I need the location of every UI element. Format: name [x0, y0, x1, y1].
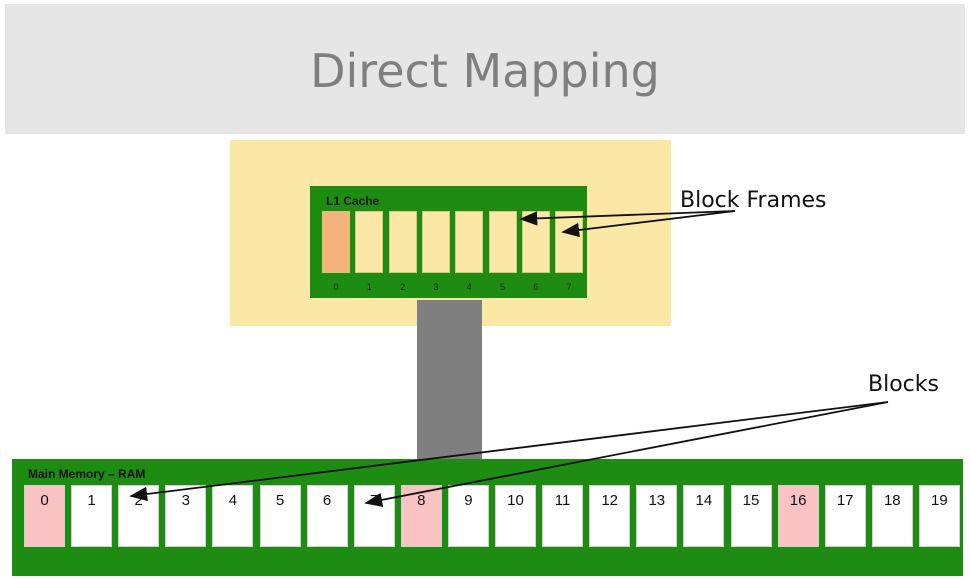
ram-block: 9 — [447, 485, 489, 547]
ram-block-number: 6 — [322, 492, 332, 509]
cache-frame — [455, 211, 484, 273]
cache-frame — [388, 211, 417, 273]
ram-block: 0 — [24, 485, 65, 547]
cache-frame-number: 6 — [533, 282, 539, 292]
cache-frame-number: 1 — [366, 282, 372, 292]
blocks-callout: Blocks — [868, 372, 939, 397]
cache-frame-number: 5 — [499, 282, 505, 292]
ram-block-number: 19 — [931, 492, 948, 509]
cache-label: L1 Cache — [326, 194, 380, 208]
ram-block: 13 — [636, 485, 678, 547]
ram-block: 4 — [212, 485, 254, 547]
ram-block-number: 18 — [883, 492, 901, 509]
arrow-to-frame-7 — [561, 210, 736, 238]
ram-block-number: 0 — [40, 492, 49, 509]
title-band: Direct Mapping — [5, 4, 965, 134]
ram-block-number: 16 — [789, 492, 807, 509]
cache-frame — [555, 211, 584, 273]
arrow-to-block-7 — [364, 401, 889, 507]
memory-bus — [417, 300, 482, 462]
cache-frame — [322, 211, 350, 273]
ram-block-number: 17 — [836, 492, 854, 509]
ram-block: 18 — [871, 485, 913, 547]
cache-frame — [421, 211, 450, 273]
ram-block: 3 — [165, 485, 207, 547]
ram-block: 15 — [730, 485, 772, 547]
block-frames-callout: Block Frames — [680, 188, 827, 213]
ram-block: 11 — [542, 485, 584, 547]
ram-block-number: 14 — [695, 492, 713, 509]
slide-title: Direct Mapping — [310, 44, 660, 98]
ram-block-number: 12 — [601, 492, 619, 509]
arrow-to-frame-6 — [519, 210, 736, 226]
ram-block-number: 11 — [554, 492, 571, 509]
ram-block-number: 9 — [464, 492, 473, 509]
ram-block: 6 — [306, 485, 348, 547]
ram-block-number: 3 — [181, 492, 190, 509]
ram-block: 10 — [495, 485, 536, 547]
main-memory: Main Memory – RAM 0123456789101112131415… — [12, 459, 963, 576]
ram-block-number: 10 — [507, 492, 524, 509]
ram-block-number: 13 — [648, 492, 666, 509]
ram-block: 16 — [777, 485, 819, 547]
cache-frame-number: 3 — [433, 282, 439, 292]
ram-block: 17 — [824, 485, 866, 547]
ram-block-number: 5 — [275, 492, 285, 509]
cache-frame-number: 2 — [400, 282, 406, 292]
ram-block-number: 1 — [87, 492, 96, 509]
ram-block: 7 — [353, 485, 395, 547]
arrow-to-block-2 — [129, 401, 889, 502]
cache-frame — [488, 211, 517, 273]
cache-frame-number: 4 — [466, 282, 472, 292]
ram-block-number: 8 — [417, 492, 426, 509]
cache-frame-number: 0 — [333, 282, 339, 292]
ram-block: 14 — [683, 485, 725, 547]
cache-frame — [355, 211, 384, 273]
ram-block: 1 — [71, 485, 113, 547]
ram-block: 5 — [259, 485, 301, 547]
ram-block-number: 15 — [742, 492, 760, 509]
ram-label: Main Memory – RAM — [28, 467, 146, 481]
ram-block: 12 — [589, 485, 631, 547]
ram-block: 19 — [918, 485, 960, 547]
ram-block-number: 4 — [228, 492, 238, 509]
l1-cache: L1 Cache 0 1 2 3 4 5 6 7 — [310, 186, 587, 298]
cache-frame-number: 7 — [566, 282, 572, 292]
